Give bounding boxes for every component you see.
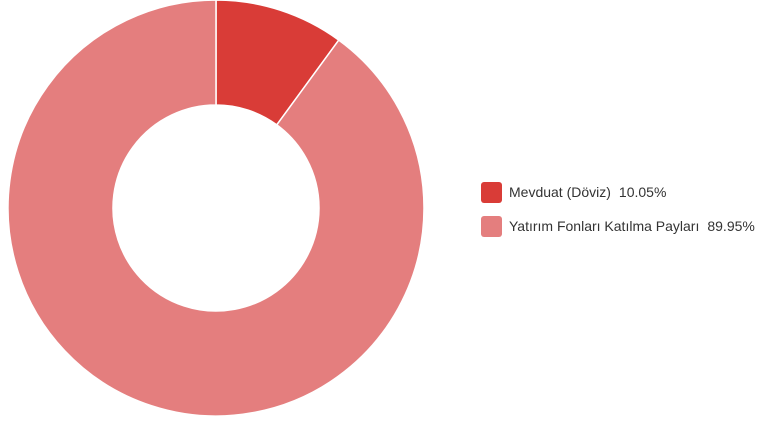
legend-item-mevduat-doviz[interactable]: Mevduat (Döviz) 10.05%: [481, 180, 781, 204]
legend-value: 10.05%: [618, 184, 667, 200]
legend-item-yatirim-fonlari[interactable]: Yatırım Fonları Katılma Payları 89.95%: [481, 214, 781, 238]
legend-label: Mevduat (Döviz): [509, 184, 611, 200]
legend: Mevduat (Döviz) 10.05% Yatırım Fonları K…: [481, 180, 781, 248]
legend-swatch: [481, 215, 502, 237]
legend-value: 89.95%: [707, 218, 755, 234]
pie-slice-1[interactable]: [7, 0, 425, 417]
legend-label: Yatırım Fonları Katılma Payları: [509, 218, 700, 234]
donut-chart: [7, 0, 425, 417]
legend-swatch: [481, 181, 502, 203]
